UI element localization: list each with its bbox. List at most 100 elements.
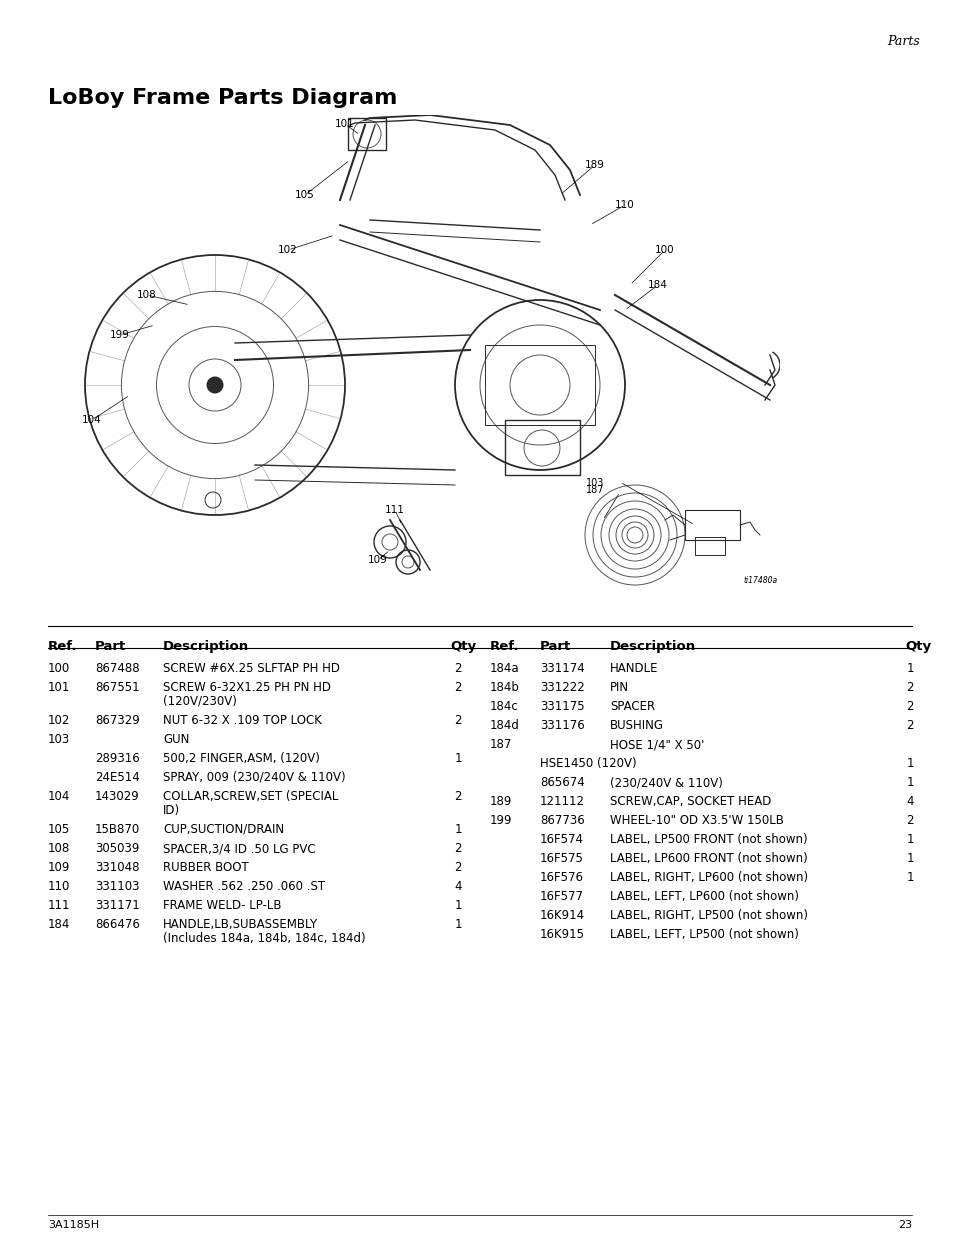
Text: 289316: 289316 [95,752,139,764]
Text: 111: 111 [385,505,404,515]
Text: 103: 103 [48,734,71,746]
Text: FRAME WELD- LP-LB: FRAME WELD- LP-LB [163,899,281,911]
Text: 305039: 305039 [95,842,139,855]
Text: Part: Part [539,640,571,653]
Text: 184b: 184b [490,680,519,694]
Circle shape [207,377,223,393]
Text: SPACER: SPACER [609,700,655,713]
Text: Ref.: Ref. [490,640,519,653]
Text: SCREW,CAP, SOCKET HEAD: SCREW,CAP, SOCKET HEAD [609,795,771,808]
Text: 331174: 331174 [539,662,584,676]
Text: 2: 2 [454,861,461,874]
Text: 331048: 331048 [95,861,139,874]
Text: LABEL, RIGHT, LP600 (not shown): LABEL, RIGHT, LP600 (not shown) [609,871,807,884]
Text: 111: 111 [48,899,71,911]
Text: 121112: 121112 [539,795,584,808]
Bar [684,510,740,540]
Text: 101: 101 [48,680,71,694]
Text: WHEEL-10" OD X3.5'W 150LB: WHEEL-10" OD X3.5'W 150LB [609,814,783,827]
Text: LABEL, LP600 FRONT (not shown): LABEL, LP600 FRONT (not shown) [609,852,807,864]
Text: Part: Part [95,640,126,653]
Text: 187: 187 [585,485,603,495]
Text: LABEL, LP500 FRONT (not shown): LABEL, LP500 FRONT (not shown) [609,832,807,846]
Text: 16F577: 16F577 [539,890,583,903]
Text: 16K915: 16K915 [539,927,584,941]
Text: 1: 1 [454,899,461,911]
Text: 4: 4 [454,881,461,893]
Text: 15B870: 15B870 [95,823,140,836]
Text: 867551: 867551 [95,680,139,694]
Text: ti17480a: ti17480a [743,576,778,585]
Text: 1: 1 [905,871,913,884]
Text: 101: 101 [335,119,355,128]
Text: ID): ID) [163,804,180,818]
Text: 2: 2 [905,700,913,713]
Text: LoBoy Frame Parts Diagram: LoBoy Frame Parts Diagram [48,88,397,107]
Text: 331176: 331176 [539,719,584,732]
Text: 103: 103 [585,478,603,488]
Text: 2: 2 [454,680,461,694]
Text: 16F574: 16F574 [539,832,583,846]
Text: 189: 189 [490,795,512,808]
Text: 189: 189 [584,161,604,170]
Text: 16F575: 16F575 [539,852,583,864]
Text: 104: 104 [82,415,102,425]
Text: HANDLE,LB,SUBASSEMBLY: HANDLE,LB,SUBASSEMBLY [163,918,317,931]
Text: GUN: GUN [163,734,190,746]
Text: RUBBER BOOT: RUBBER BOOT [163,861,249,874]
Text: 867736: 867736 [539,814,584,827]
Text: SPRAY, 009 (230/240V & 110V): SPRAY, 009 (230/240V & 110V) [163,771,345,784]
Text: 24E514: 24E514 [95,771,139,784]
Text: 104: 104 [48,790,71,803]
Text: 865674: 865674 [539,776,584,789]
Text: 16F576: 16F576 [539,871,583,884]
Text: 1: 1 [454,752,461,764]
Text: LABEL, LEFT, LP600 (not shown): LABEL, LEFT, LP600 (not shown) [609,890,799,903]
Text: 102: 102 [48,714,71,727]
Text: 3A1185H: 3A1185H [48,1220,99,1230]
Text: 866476: 866476 [95,918,140,931]
Text: 331175: 331175 [539,700,584,713]
Text: 1: 1 [905,852,913,864]
Text: CUP,SUCTION/DRAIN: CUP,SUCTION/DRAIN [163,823,284,836]
Text: 2: 2 [454,842,461,855]
Bar [504,420,579,475]
Text: 184c: 184c [490,700,518,713]
Text: 331103: 331103 [95,881,139,893]
Bar [695,537,724,555]
Text: 331171: 331171 [95,899,139,911]
Text: (230/240V & 110V): (230/240V & 110V) [609,776,722,789]
Text: 109: 109 [368,555,388,564]
Text: LABEL, RIGHT, LP500 (not shown): LABEL, RIGHT, LP500 (not shown) [609,909,807,923]
Text: 199: 199 [110,330,130,340]
Text: NUT 6-32 X .109 TOP LOCK: NUT 6-32 X .109 TOP LOCK [163,714,321,727]
Text: 500,2 FINGER,ASM, (120V): 500,2 FINGER,ASM, (120V) [163,752,319,764]
Text: 4: 4 [905,795,913,808]
Text: 108: 108 [48,842,71,855]
Text: 2: 2 [454,662,461,676]
Text: 105: 105 [48,823,71,836]
Text: 1: 1 [905,832,913,846]
Text: Parts: Parts [886,35,919,48]
Text: 1: 1 [905,662,913,676]
Text: 199: 199 [490,814,512,827]
Text: 109: 109 [48,861,71,874]
Text: LABEL, LEFT, LP500 (not shown): LABEL, LEFT, LP500 (not shown) [609,927,798,941]
Text: 1: 1 [454,823,461,836]
Text: COLLAR,SCREW,SET (SPECIAL: COLLAR,SCREW,SET (SPECIAL [163,790,338,803]
Text: 184: 184 [48,918,71,931]
Text: 184a: 184a [490,662,519,676]
Text: 16K914: 16K914 [539,909,584,923]
Text: 2: 2 [905,680,913,694]
Text: (120V/230V): (120V/230V) [163,695,236,708]
Text: HOSE 1/4" X 50': HOSE 1/4" X 50' [609,739,703,751]
Text: 100: 100 [48,662,71,676]
Text: HSE1450 (120V): HSE1450 (120V) [539,757,636,769]
Text: Qty: Qty [904,640,930,653]
Text: Description: Description [163,640,249,653]
Text: Ref.: Ref. [48,640,77,653]
Bar [484,345,595,425]
Text: 102: 102 [278,245,297,254]
Text: WASHER .562 .250 .060 .ST: WASHER .562 .250 .060 .ST [163,881,325,893]
Text: (Includes 184a, 184b, 184c, 184d): (Includes 184a, 184b, 184c, 184d) [163,932,365,945]
